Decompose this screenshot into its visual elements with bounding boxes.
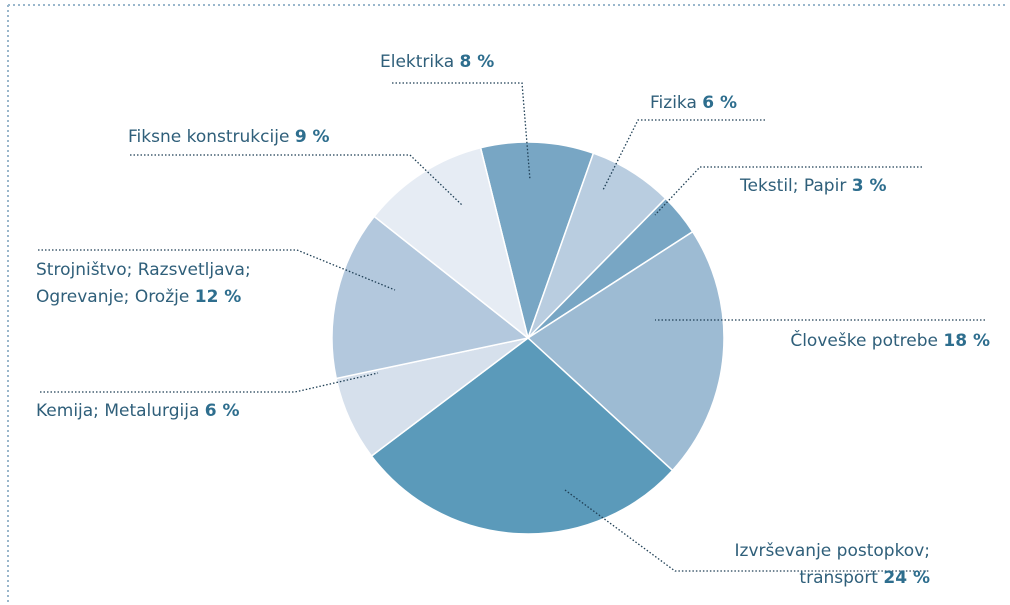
pie-slice [373, 146, 530, 340]
category-name: Fizika [650, 93, 697, 113]
slice-label: Tekstil; Papir 3 % [740, 173, 930, 200]
slice-label: Strojništvo; Razsvetljava; Ogrevanje; Or… [36, 257, 306, 311]
category-name: Človeške potrebe [790, 331, 938, 351]
leader-line [654, 166, 922, 216]
leader-line [564, 489, 930, 572]
category-name: Fiksne konstrukcije [128, 127, 290, 147]
slice-label: Elektrika 8 % [380, 49, 540, 76]
value-label: 3 % [851, 176, 887, 196]
category-name: Kemija; Metalurgija [36, 401, 200, 421]
category-name: Tekstil; Papir [740, 176, 847, 196]
value-label: 6 % [204, 401, 240, 421]
slice-label: Človeške potrebe 18 % [740, 328, 990, 355]
category-name: Strojništvo; Razsvetljava; Ogrevanje; Or… [36, 260, 251, 307]
leader-line [392, 82, 531, 181]
value-label: 9 % [294, 127, 330, 147]
leader-line [602, 119, 765, 191]
pie-slice [370, 337, 674, 535]
value-label: 8 % [459, 52, 495, 72]
value-label: 24 % [883, 568, 930, 588]
leader-line [38, 249, 396, 291]
value-label: 6 % [702, 93, 738, 113]
pie-slice [479, 141, 595, 341]
pie-slice [331, 215, 530, 380]
pie-slice [526, 230, 725, 472]
category-name: Izvrševanje postopkov; transport [734, 541, 930, 588]
slice-label: Fizika 6 % [650, 90, 780, 117]
leader-line [130, 154, 463, 206]
category-name: Elektrika [380, 52, 455, 72]
slice-label: Kemija; Metalurgija 6 % [36, 398, 296, 425]
value-label: 18 % [943, 331, 990, 351]
slice-label: Fiksne konstrukcije 9 % [128, 124, 388, 151]
leader-line [40, 372, 379, 393]
slice-label: Izvrševanje postopkov; transport 24 % [660, 538, 930, 592]
value-label: 12 % [194, 287, 242, 307]
